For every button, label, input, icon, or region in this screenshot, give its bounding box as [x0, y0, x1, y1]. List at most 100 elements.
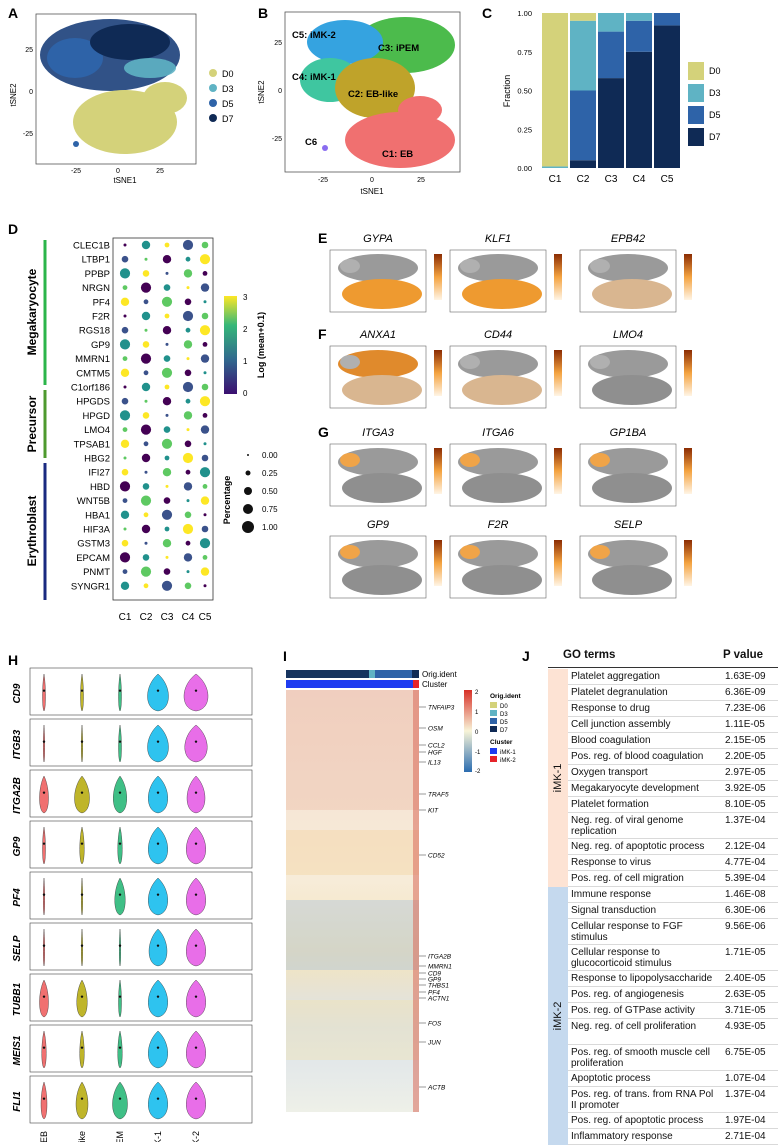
gene-label: GSTM3	[77, 539, 110, 550]
feature-cluster	[338, 448, 418, 476]
feature-gene-title: EPB42	[611, 233, 645, 245]
p-value: 6.36E-09	[725, 687, 766, 698]
heatmap-gene-label: KIT	[428, 808, 439, 815]
bar-segment-d7	[570, 160, 596, 168]
heatmap-gene-label: ACTN1	[427, 996, 450, 1003]
feature-cluster	[338, 540, 418, 568]
legend-label: D5	[709, 110, 721, 120]
cluster-bar-imk2	[413, 680, 419, 688]
gene-label: TPSAB1	[74, 439, 110, 450]
panel-b-label-c6: C6	[305, 137, 317, 148]
go-term: Cellular response to FGF stimulus	[571, 921, 683, 943]
heatmap-gene-label: ITGA2B	[428, 954, 452, 961]
panel-d-cluster-labels: C1 C2 C3 C4 C5	[119, 612, 212, 623]
dot	[186, 428, 190, 432]
panel-i-letter: I	[283, 648, 287, 664]
dot	[120, 297, 130, 306]
panel-c: C Fraction 0.00 0.25 0.50 0.75 1.00 C1 C2 C3 C4…	[482, 5, 721, 185]
y-tick-label: 1.00	[517, 9, 532, 18]
heatmap-gene-label: TRAF5	[428, 792, 449, 799]
panel-a-legend: D0 D3 D5 D7	[209, 69, 234, 124]
group-label-megakaryocyte: Megakaryocyte	[25, 268, 39, 355]
dot	[121, 326, 129, 334]
cluster-label: C3	[161, 612, 174, 623]
table-row: Neg. reg. of apoptotic process 2.12E-04	[568, 839, 778, 855]
legend-title: Cluster	[490, 739, 513, 746]
violin-median	[118, 842, 122, 845]
panel-b-ylabel: tSNE2	[257, 80, 266, 104]
go-term: Inflammatory response	[571, 1131, 673, 1142]
dot	[123, 243, 127, 247]
legend-swatch	[688, 84, 704, 102]
dot	[199, 396, 211, 407]
violin	[118, 673, 122, 712]
size-label: 0.00	[262, 451, 278, 460]
dot	[163, 355, 171, 362]
feature-cluster	[592, 565, 672, 595]
panel-c-legend: D0 D3 D5 D7	[688, 62, 721, 146]
dot	[183, 340, 193, 349]
p-value: 4.93E-05	[725, 1021, 766, 1032]
dot	[203, 442, 207, 446]
violin	[113, 775, 127, 814]
dot	[184, 440, 192, 448]
dot	[144, 328, 148, 332]
p-value: 3.92E-05	[725, 783, 766, 794]
violin-median	[42, 1046, 46, 1049]
feature-color-scale	[434, 448, 442, 494]
violin-median	[194, 842, 198, 845]
p-value: 9.56E-06	[725, 921, 766, 932]
p-value: 6.75E-05	[725, 1047, 766, 1058]
violin	[42, 826, 46, 865]
dot	[144, 257, 148, 261]
orig-ident-label: Orig.ident	[422, 670, 457, 679]
feature-cluster	[338, 350, 418, 378]
violin	[186, 877, 206, 916]
gene-label: SYNGR1	[71, 581, 110, 592]
panel-b-xlabel: tSNE1	[360, 187, 384, 196]
violin-median	[42, 791, 46, 794]
table-row: Pos. reg. of trans. from RNA Pol II prom…	[568, 1087, 778, 1113]
violin-median	[194, 689, 198, 692]
violin-median	[42, 1097, 46, 1100]
size-label: 1.00	[262, 523, 278, 532]
violin-median	[42, 995, 46, 998]
violin	[43, 724, 45, 763]
table-row: Neg. reg. of viral genome replication 1.3…	[568, 813, 778, 839]
dot	[202, 342, 208, 347]
heatmap-gene-label: PF4	[428, 990, 440, 997]
heatmap-gene-label: TNFAIP3	[428, 705, 455, 712]
violin	[41, 1030, 47, 1069]
dot	[120, 510, 130, 519]
table-row: Platelet degranulation 6.36E-09	[568, 685, 778, 701]
panel-b-label-c2: C2: EB-like	[348, 89, 398, 100]
feature-cluster	[460, 259, 480, 273]
go-term: Pos. reg. of smooth muscle cell prolifer…	[571, 1047, 710, 1069]
panel-d-dots	[119, 239, 211, 591]
feature-cluster	[588, 540, 668, 568]
panel-d-size-legend: Percentage 0.00 0.25 0.50 0.75 1.00	[222, 451, 278, 533]
feature-cluster	[588, 448, 668, 476]
violin-median	[42, 740, 46, 743]
bar-segment-d3	[570, 20, 596, 91]
go-term: Apoptotic process	[571, 1073, 651, 1084]
dot	[119, 481, 131, 492]
dot	[201, 383, 209, 391]
dot	[141, 311, 151, 321]
heatmap-band	[286, 900, 419, 970]
violin	[148, 775, 168, 814]
panel-h-violins: CD9 ITGB3 ITGA2B GP9 PF4 SELP TUBB1 MEIS1 FLI1 EB…	[12, 667, 253, 1142]
feature-cluster	[592, 279, 672, 309]
feature-cluster	[592, 473, 672, 503]
panel-b-label-c3: C3: iPEM	[378, 43, 419, 54]
violin	[40, 1081, 48, 1120]
gene-label: CLEC1B	[73, 241, 110, 252]
violin	[117, 826, 123, 865]
legend-swatch	[688, 62, 704, 80]
x-tick-label: C5	[661, 174, 674, 185]
panel-d-gene-labels: CLEC1B LTBP1 PPBP NRGN PF4 F2R RGS18 GP9 MMRN1 CM…	[71, 241, 111, 593]
violin	[186, 1030, 206, 1069]
go-term: Megakaryocyte development	[571, 783, 699, 794]
go-term: Response to lipopolysaccharide	[571, 973, 713, 984]
